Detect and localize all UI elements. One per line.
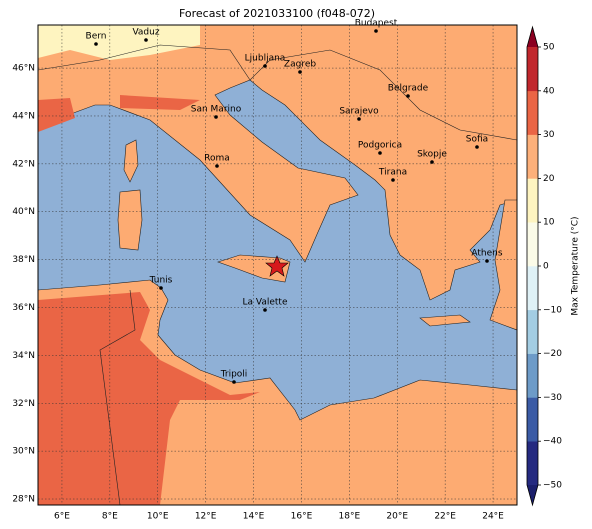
city-label: Tirana	[378, 168, 407, 178]
map-frame	[37, 24, 518, 506]
lon-tick-label: 12°E	[195, 512, 217, 522]
lon-tick-label: 20°E	[386, 512, 408, 522]
colorbar-segment	[527, 266, 538, 311]
colorbar-tick-label: −40	[543, 437, 562, 447]
lat-tick-label: 36°N	[12, 303, 35, 313]
lat-tick-label: 28°N	[12, 495, 35, 505]
city-dot	[406, 94, 410, 98]
city-label: Skopje	[417, 150, 447, 160]
colorbar-segment	[527, 397, 538, 442]
city-dot	[378, 151, 382, 155]
colorbar-over	[527, 27, 538, 47]
city-dot	[357, 117, 361, 121]
city-label: Sofia	[466, 135, 488, 145]
colorbar-segment	[527, 353, 538, 398]
lat-tick-label: 42°N	[12, 159, 35, 169]
anatolia	[489, 199, 517, 331]
colorbar-tick-label: 0	[543, 262, 549, 272]
colorbar-tick-label: 50	[543, 43, 555, 53]
hot-patch	[38, 98, 75, 132]
city-label: Roma	[204, 154, 230, 164]
city-label: La Valette	[243, 298, 288, 308]
border	[38, 44, 251, 81]
city-label: Bern	[86, 32, 107, 42]
lon-tick-label: 8°E	[102, 512, 118, 522]
hot-patch	[120, 95, 200, 110]
grid: 6°E 8°E 10°E 12°E 14°E 16°E 18°E 20°E 22°E 24°E 28…	[12, 25, 517, 522]
city-dot	[475, 145, 479, 149]
colorbar-segment	[527, 441, 538, 486]
colorbar-tick-label: −20	[543, 349, 562, 359]
city-dot	[391, 178, 395, 182]
alps	[38, 25, 200, 60]
lat-tick-label: 38°N	[12, 255, 35, 265]
city-label: Vaduz	[132, 28, 159, 38]
lon-tick-label: 18°E	[339, 512, 361, 522]
lat-tick-label: 46°N	[12, 64, 35, 74]
lon-tick-label: 16°E	[291, 512, 313, 522]
lat-tick-label: 30°N	[12, 447, 35, 457]
colorbar-segment	[527, 309, 538, 354]
sicily	[217, 254, 291, 283]
map-title: Forecast of 2021033100 (f048-072)	[179, 7, 375, 20]
city-dot	[263, 64, 267, 68]
city-label: Athens	[471, 249, 502, 259]
city-label: Podgorica	[358, 141, 402, 151]
city-label: Budapest	[355, 19, 398, 29]
lon-tick-label: 10°E	[147, 512, 169, 522]
hot-region	[38, 292, 260, 505]
colorbar-tick-label: −50	[543, 481, 562, 491]
colorbar-tick-label: 30	[543, 130, 555, 140]
corsica	[123, 139, 139, 183]
city-label: Tunis	[149, 276, 173, 286]
city-dot	[159, 286, 163, 290]
city-dot	[298, 70, 302, 74]
city-dot	[430, 160, 434, 164]
city-dot	[94, 42, 98, 46]
city-label: Ljubljana	[245, 54, 286, 64]
map-area	[38, 25, 517, 505]
border	[249, 49, 517, 141]
lat-tick-label: 44°N	[12, 111, 35, 121]
star-marker	[265, 255, 289, 277]
city-label: Zagreb	[284, 60, 316, 70]
sardinia	[117, 189, 143, 251]
city-dot	[374, 29, 378, 33]
lon-tick-label: 6°E	[54, 512, 70, 522]
lon-tick-label: 24°E	[482, 512, 504, 522]
colorbar-tick-label: −10	[543, 305, 562, 315]
colorbar-segment	[527, 134, 538, 179]
city-dot	[144, 38, 148, 42]
colorbar-segment	[527, 222, 538, 267]
city-dot	[263, 308, 267, 312]
city-label: Sarajevo	[339, 107, 379, 117]
colorbar-segment	[527, 90, 538, 135]
lat-tick-label: 40°N	[12, 207, 35, 217]
colorbar-tick-label: 40	[543, 86, 555, 96]
city-dot	[214, 115, 218, 119]
colorbar-tick-label: 20	[543, 174, 555, 184]
city-dot	[215, 164, 219, 168]
colorbar-segment	[527, 47, 538, 92]
city-label: San Marino	[191, 105, 242, 115]
colorbar: −50 −40 −30 −20 −10 0 10 20 30 40 50	[526, 25, 562, 507]
city-dot	[232, 380, 236, 384]
lat-tick-label: 34°N	[12, 351, 35, 361]
lon-tick-label: 22°E	[434, 512, 456, 522]
colorbar-tick-label: −30	[543, 393, 562, 403]
city-dot	[485, 259, 489, 263]
colorbar-tick-label: 10	[543, 218, 555, 228]
colorbar-under	[527, 485, 538, 505]
colorbar-segment	[527, 178, 538, 223]
city-label: Tripoli	[220, 370, 248, 380]
lat-tick-label: 32°N	[12, 399, 35, 409]
colorbar-label: Max Temperature (°C)	[571, 216, 581, 315]
lon-tick-label: 14°E	[243, 512, 265, 522]
city-label: Belgrade	[388, 84, 429, 94]
